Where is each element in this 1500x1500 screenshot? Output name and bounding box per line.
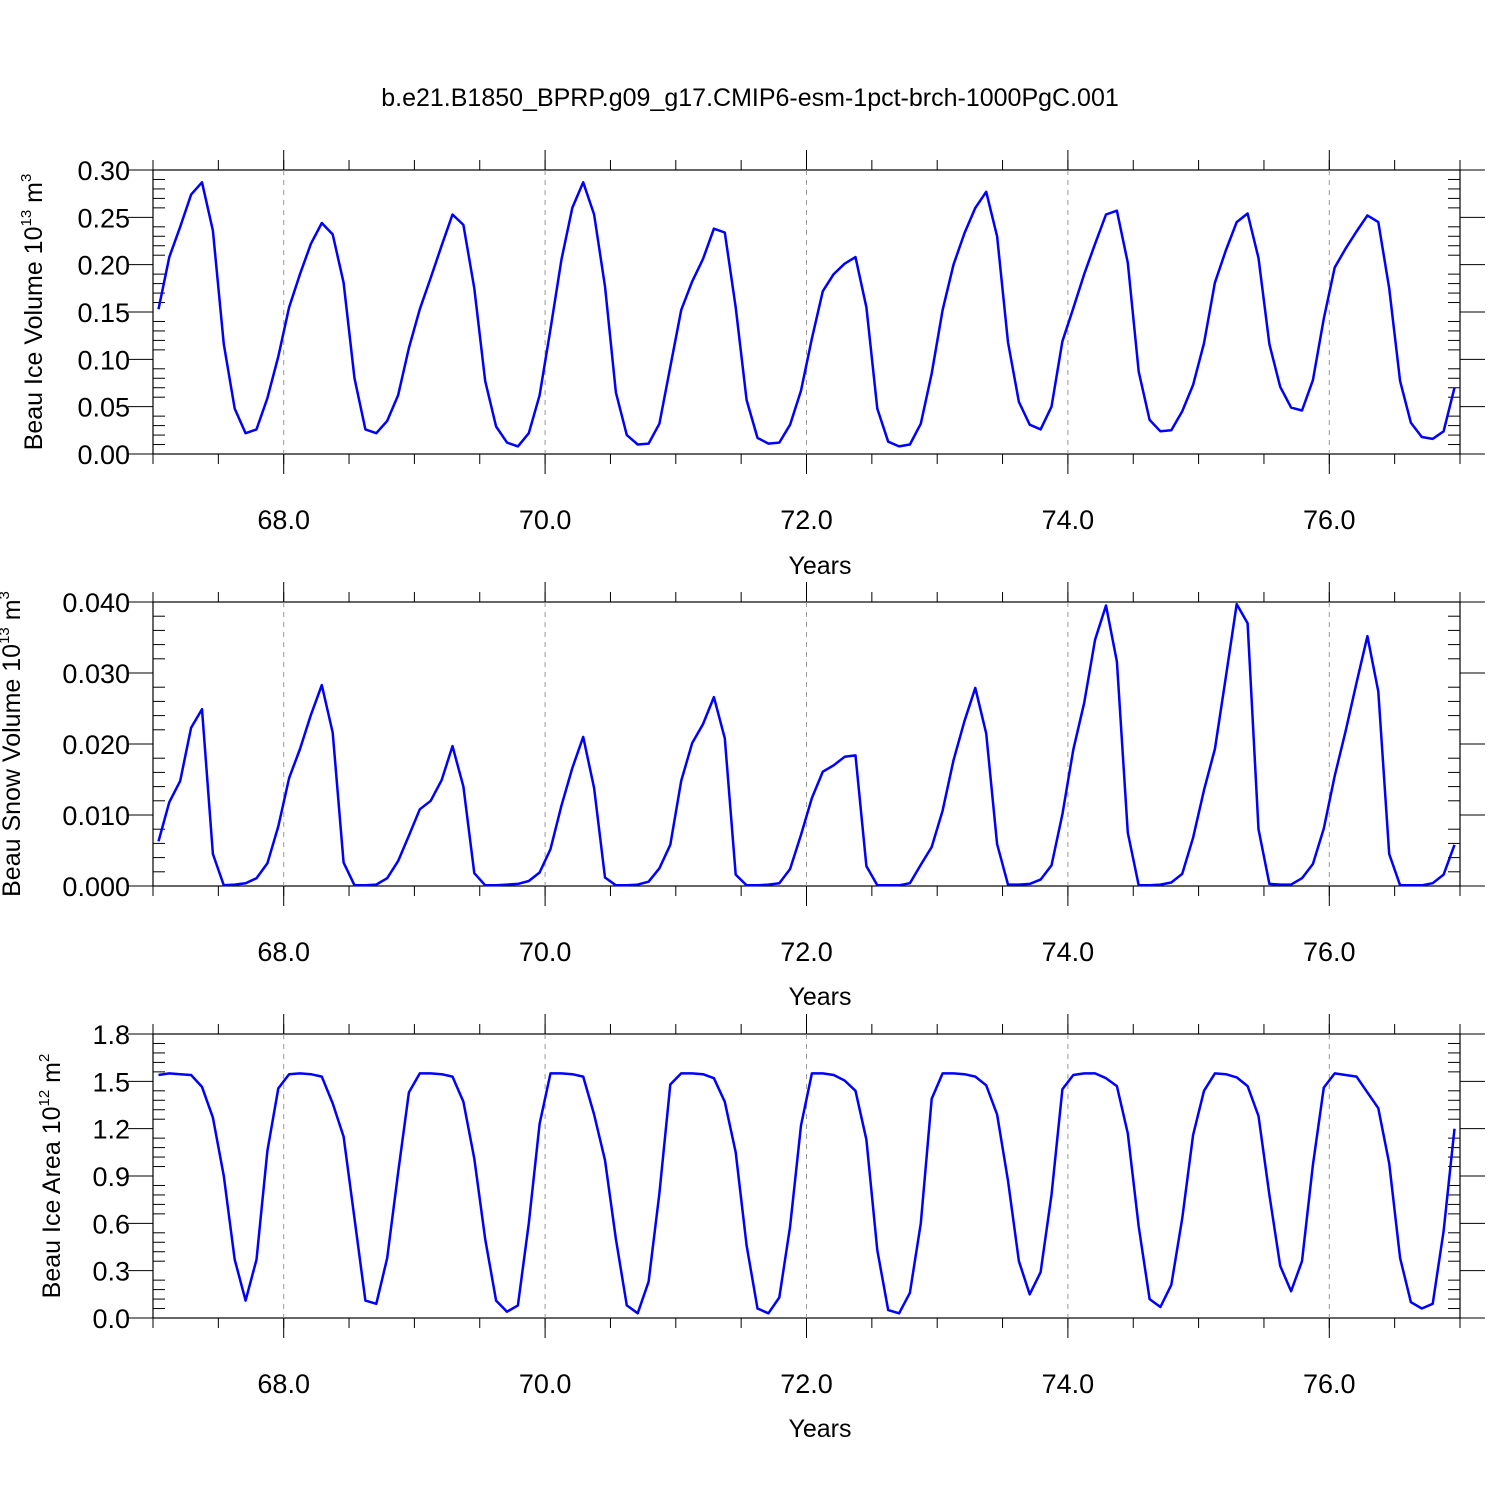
y-axis-label-unit: m xyxy=(20,182,48,203)
x-tick-label: 74.0 xyxy=(1042,505,1095,535)
x-tick-label: 76.0 xyxy=(1303,937,1356,967)
y-tick-label: 1.5 xyxy=(92,1067,130,1097)
y-tick-label: 0.6 xyxy=(92,1209,130,1239)
y-tick-label: 0.25 xyxy=(77,203,130,233)
x-tick-label: 72.0 xyxy=(780,505,833,535)
x-tick-labels: 68.0 70.0 72.0 74.0 76.0 xyxy=(257,1369,1355,1399)
series-line xyxy=(157,602,1456,887)
x-axis-label: Years xyxy=(788,1415,851,1443)
vertical-gridlines xyxy=(283,1034,1330,1318)
y-axis-label-exp: 13 xyxy=(18,210,35,227)
series-line xyxy=(157,181,1456,448)
vertical-gridlines xyxy=(283,170,1330,454)
y-tick-label: 0.0 xyxy=(92,1304,130,1334)
x-tick-label: 68.0 xyxy=(257,937,310,967)
tick-marks xyxy=(128,1014,1485,1338)
y-tick-label: 1.2 xyxy=(92,1115,130,1145)
y-tick-label: 0.15 xyxy=(77,298,130,328)
x-tick-label: 74.0 xyxy=(1042,937,1095,967)
y-axis-label-text: Beau Snow Volume 10 xyxy=(0,644,26,897)
vertical-gridlines xyxy=(283,602,1330,886)
y-axis-label-exp: 12 xyxy=(36,1090,53,1107)
x-tick-label: 76.0 xyxy=(1303,505,1356,535)
tick-marks xyxy=(128,150,1485,474)
y-tick-labels: 0.000 0.010 0.020 0.030 0.040 xyxy=(62,588,130,902)
panel-ice-area: 68.0 70.0 72.0 74.0 76.0 0.0 0.3 0.6 0.9 1.2 1.5 1… xyxy=(36,1014,1485,1443)
series-line xyxy=(158,1072,1456,1315)
y-axis-label-unit-exp: 3 xyxy=(0,591,13,599)
x-tick-label: 76.0 xyxy=(1303,1369,1356,1399)
x-tick-labels: 68.0 70.0 72.0 74.0 76.0 xyxy=(257,505,1355,535)
y-tick-label: 0.020 xyxy=(62,730,130,760)
y-axis-label-exp: 13 xyxy=(0,627,13,644)
y-tick-label: 0.040 xyxy=(62,588,130,618)
y-axis-label-text: Beau Ice Area 10 xyxy=(38,1107,66,1299)
x-tick-label: 68.0 xyxy=(257,1369,310,1399)
y-tick-label: 0.10 xyxy=(77,345,130,375)
y-tick-labels: 0.0 0.3 0.6 0.9 1.2 1.5 1.8 xyxy=(92,1020,130,1334)
y-tick-label: 0.20 xyxy=(77,251,130,281)
y-axis-label-text: Beau Ice Volume 10 xyxy=(20,227,48,451)
x-tick-label: 74.0 xyxy=(1042,1369,1095,1399)
x-axis-label: Years xyxy=(788,552,851,580)
y-axis-label: Beau Ice Volume 1013 m3 xyxy=(18,174,48,451)
y-tick-label: 0.000 xyxy=(62,872,130,902)
x-tick-label: 70.0 xyxy=(519,505,572,535)
y-tick-label: 0.3 xyxy=(92,1257,130,1287)
y-axis-label: Beau Ice Area 1012 m2 xyxy=(36,1054,66,1299)
y-axis-label: Beau Snow Volume 1013 m3 xyxy=(0,591,26,897)
y-tick-label: 0.05 xyxy=(77,393,130,423)
y-tick-label: 0.00 xyxy=(77,440,130,470)
x-tick-label: 70.0 xyxy=(519,937,572,967)
y-axis-label-unit-exp: 2 xyxy=(36,1054,53,1062)
y-tick-labels: 0.00 0.05 0.10 0.15 0.20 0.25 0.30 xyxy=(77,156,130,470)
x-tick-labels: 68.0 70.0 72.0 74.0 76.0 xyxy=(257,937,1355,967)
x-tick-label: 68.0 xyxy=(257,505,310,535)
panel-snow-volume: 68.0 70.0 72.0 74.0 76.0 0.000 0.010 0.020 0.03… xyxy=(0,582,1485,1011)
y-tick-label: 0.30 xyxy=(77,156,130,186)
tick-marks xyxy=(128,582,1485,906)
panel-ice-volume: 68.0 70.0 72.0 74.0 76.0 0.00 0.05 0.10 0.15 0.2… xyxy=(18,150,1485,580)
x-tick-label: 70.0 xyxy=(519,1369,572,1399)
figure-title: b.e21.B1850_BPRP.g09_g17.CMIP6-esm-1pct-… xyxy=(381,84,1119,112)
y-axis-label-unit: m xyxy=(38,1062,66,1083)
y-tick-label: 0.9 xyxy=(92,1162,130,1192)
x-tick-label: 72.0 xyxy=(780,937,833,967)
y-axis-label-unit-exp: 3 xyxy=(18,174,35,182)
x-axis-label: Years xyxy=(788,983,851,1011)
x-tick-label: 72.0 xyxy=(780,1369,833,1399)
y-tick-label: 1.8 xyxy=(92,1020,130,1050)
y-axis-label-unit: m xyxy=(0,599,26,620)
y-tick-label: 0.030 xyxy=(62,659,130,689)
y-tick-label: 0.010 xyxy=(62,801,130,831)
